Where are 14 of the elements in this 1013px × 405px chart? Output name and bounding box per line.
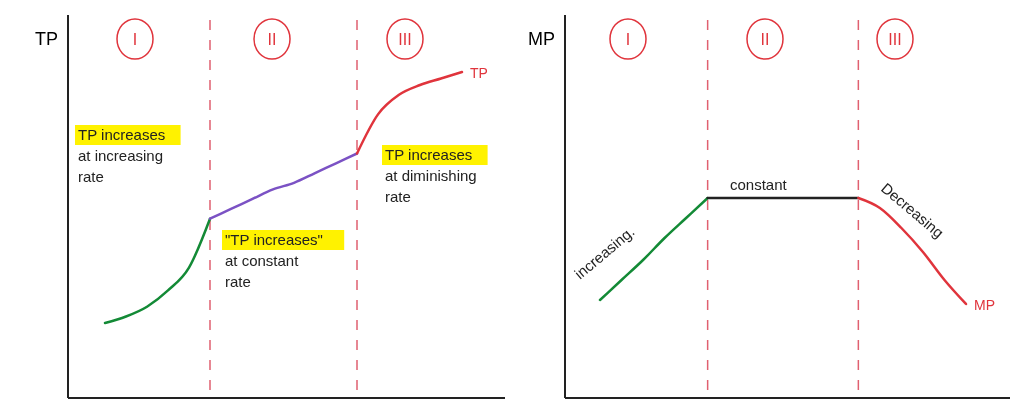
- text: II: [267, 31, 277, 48]
- annotation: TP increases at increasing rate: [78, 126, 166, 185]
- annotation: TP increases at diminishing rate: [385, 146, 477, 205]
- text: III: [398, 31, 412, 48]
- series-label: TP: [470, 65, 488, 81]
- y-axis-title: TP: [34, 29, 58, 49]
- text: I: [132, 31, 138, 48]
- text: I: [625, 31, 631, 48]
- series-label: MP: [974, 297, 995, 313]
- text: constant: [730, 176, 788, 193]
- y-axis-title: MP: [528, 29, 555, 49]
- text: II: [760, 31, 770, 48]
- text: III: [888, 31, 902, 48]
- annotation: "TP increases" at constant rate: [225, 231, 323, 290]
